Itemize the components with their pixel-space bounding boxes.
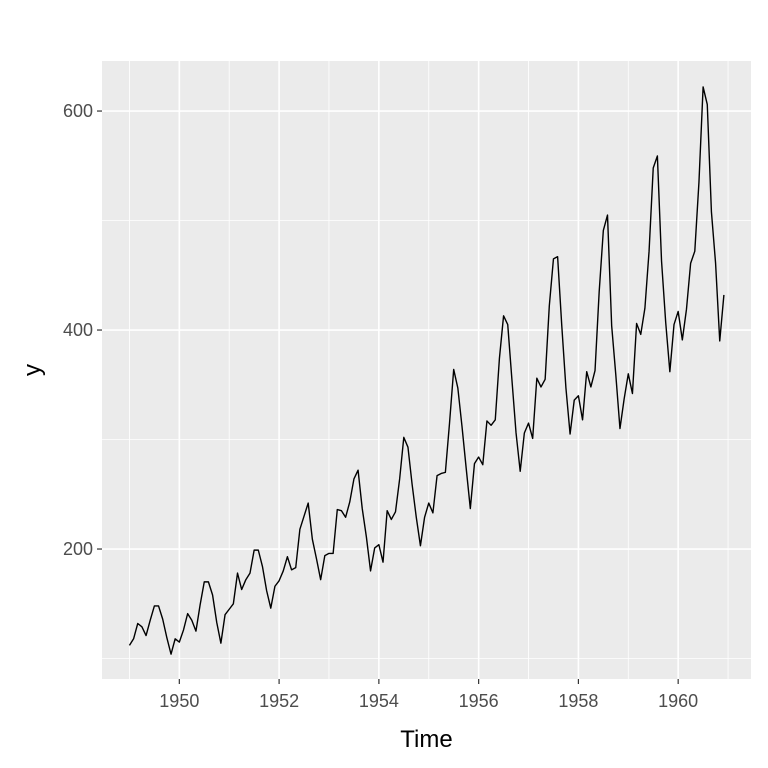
y-tick-label: 400: [63, 320, 93, 340]
x-tick-label: 1960: [658, 691, 698, 711]
x-tick-label: 1958: [558, 691, 598, 711]
x-tick-label: 1952: [259, 691, 299, 711]
y-axis-title: y: [19, 364, 46, 376]
x-tick-label: 1956: [459, 691, 499, 711]
x-axis: 1950 1952 1954 1956 1958 1960: [159, 679, 698, 711]
x-tick-label: 1950: [159, 691, 199, 711]
minor-gridlines: [102, 61, 751, 679]
x-axis-title: Time: [400, 726, 452, 753]
x-tick-label: 1954: [359, 691, 399, 711]
y-axis: 200 400 600: [63, 101, 102, 559]
y-tick-label: 200: [63, 539, 93, 559]
major-gridlines: [102, 61, 751, 679]
plot-panel: [102, 61, 751, 679]
y-tick-label: 600: [63, 101, 93, 121]
time-series-line: [128, 86, 725, 655]
